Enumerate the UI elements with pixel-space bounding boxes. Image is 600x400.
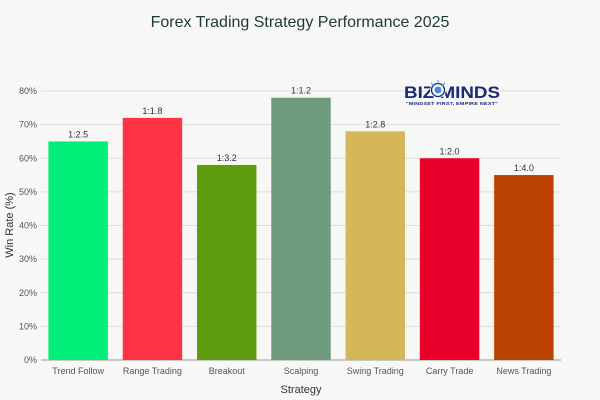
bar [271, 97, 331, 360]
bar [122, 117, 183, 361]
x-tick-label: Range Trading [123, 366, 182, 376]
y-tick-label: 40% [19, 221, 37, 231]
labels-layer: 1:2.5 1:1.8 1:3.2 1:1.2 1:2.8 1:2.0 1:4.0 [68, 86, 534, 173]
bar [197, 164, 257, 360]
bar [345, 131, 405, 360]
y-tick-label: 50% [19, 187, 37, 197]
y-tick-labels: 0% 10% 20% 30% 40% 50% 60% 70% 80% [19, 86, 37, 365]
data-label: 1:2.0 [440, 146, 460, 156]
bar [48, 141, 108, 360]
x-tick-label: Swing Trading [347, 366, 404, 376]
y-tick-label: 60% [19, 153, 37, 163]
bar [419, 158, 480, 360]
bars-layer [48, 97, 554, 361]
y-axis-title: Win Rate (%) [4, 192, 16, 257]
y-tick-label: 10% [19, 321, 37, 331]
logo-tagline: "MINDSET FIRST, EMPIRE NEXT" [406, 101, 498, 106]
x-tick-label: Scalping [284, 366, 319, 376]
data-label: 1:2.8 [365, 119, 385, 129]
x-tick-label: Breakout [209, 366, 246, 376]
y-tick-label: 0% [24, 355, 37, 365]
y-tick-label: 20% [19, 288, 37, 298]
logo-head-icon [430, 80, 446, 98]
x-tick-label: Trend Follow [52, 366, 104, 376]
data-label: 1:4.0 [514, 163, 534, 173]
data-label: 1:3.2 [217, 153, 237, 163]
x-tick-labels: Trend Follow Range Trading Breakout Scalpin… [52, 366, 551, 376]
bar [494, 175, 554, 360]
chart-title: Forex Trading Strategy Performance 2025 [151, 14, 450, 31]
y-tick-label: 30% [19, 254, 37, 264]
bizminds-logo: BIZ MINDS "MINDSET FIRST, EMPIRE NEXT" [404, 80, 500, 106]
data-label: 1:1.2 [291, 86, 311, 96]
y-tick-label: 70% [19, 120, 37, 130]
data-label: 1:2.5 [68, 129, 88, 139]
x-tick-label: News Trading [496, 366, 551, 376]
x-axis-title: Strategy [281, 384, 322, 396]
logo-text: BIZ MINDS [404, 83, 500, 102]
y-tick-label: 80% [19, 86, 37, 96]
x-tick-label: Carry Trade [426, 366, 474, 376]
data-label: 1:1.8 [142, 106, 162, 116]
